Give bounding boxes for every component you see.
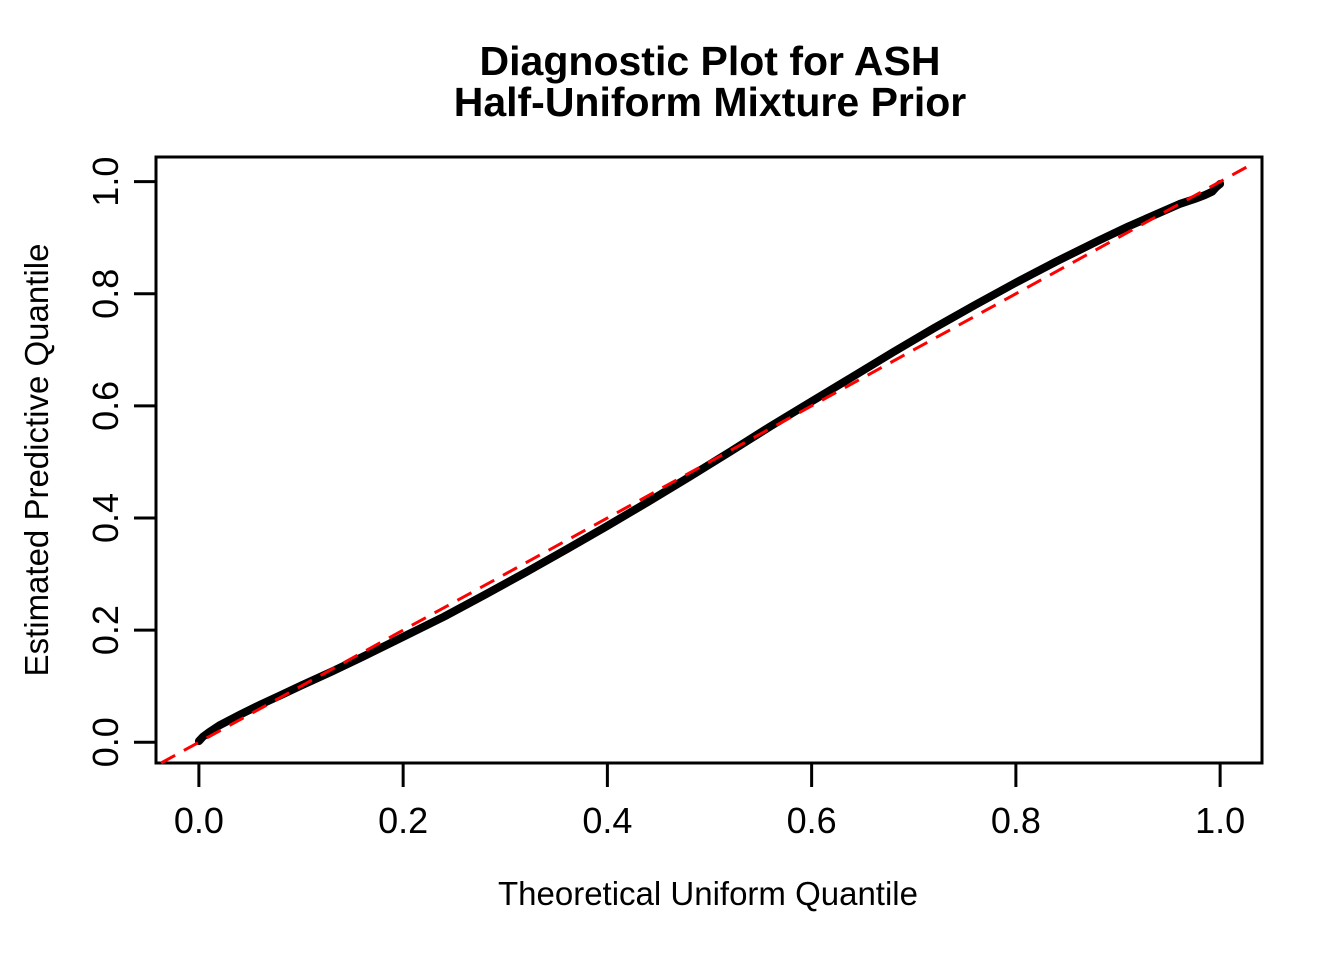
y-axis: 0.0 0.2 0.4 0.6 0.8 1.0: [85, 157, 156, 767]
x-axis-title: Theoretical Uniform Quantile: [498, 875, 918, 912]
y-tick-label: 0.4: [85, 493, 126, 543]
x-tick-label: 0.2: [378, 800, 428, 841]
y-axis-title: Estimated Predictive Quantile: [18, 244, 55, 677]
x-tick-label: 0.6: [787, 800, 837, 841]
y-tick-label: 0.6: [85, 381, 126, 431]
y-tick-label: 1.0: [85, 157, 126, 207]
x-tick-label: 0.8: [991, 800, 1041, 841]
x-tick-label: 0.0: [174, 800, 224, 841]
plot-title-line1: Diagnostic Plot for ASH: [480, 38, 941, 84]
x-tick-label: 1.0: [1195, 800, 1245, 841]
plot-border: [154, 155, 1264, 765]
quantile-curve: [194, 179, 1225, 746]
y-tick-label: 0.2: [85, 605, 126, 655]
y-tick-label: 0.8: [85, 269, 126, 319]
y-tick-label: 0.0: [85, 717, 126, 767]
x-tick-label: 0.4: [582, 800, 632, 841]
plot-title-line2: Half-Uniform Mixture Prior: [454, 79, 967, 125]
x-axis: 0.0 0.2 0.4 0.6 0.8 1.0: [174, 763, 1245, 841]
